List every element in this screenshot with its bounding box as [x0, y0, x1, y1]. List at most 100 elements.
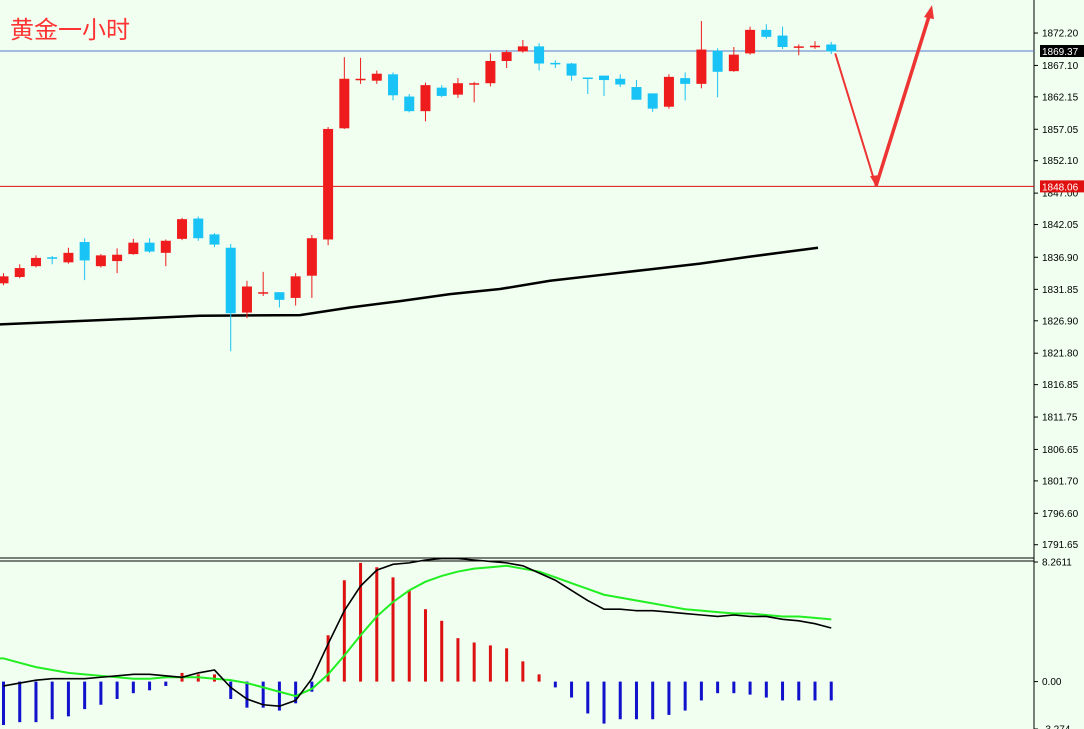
macd-histogram-bar — [131, 681, 135, 694]
price-tick-label: 1857.05 — [1042, 125, 1079, 136]
candle-body — [550, 62, 561, 65]
price-tick-label: 1842.05 — [1042, 220, 1079, 231]
macd-histogram-bar — [651, 681, 655, 720]
candle-body — [826, 44, 837, 52]
macd-histogram-bar — [586, 681, 590, 714]
candle-body — [14, 268, 25, 277]
price-tick-label: 1826.90 — [1042, 316, 1079, 327]
macd-histogram-bar — [407, 590, 411, 682]
current-price-tag — [1040, 45, 1084, 58]
candle-body — [566, 63, 577, 76]
price-tick-label: 1791.65 — [1042, 540, 1079, 551]
macd-histogram-bar — [764, 681, 768, 698]
chart-title: 黄金一小时 — [10, 16, 130, 44]
candle-body — [680, 78, 691, 84]
candle-body — [371, 73, 382, 81]
macd-histogram-bar — [667, 681, 671, 715]
macd-histogram-bar — [602, 681, 606, 724]
price-tick-label: 1836.90 — [1042, 253, 1079, 264]
candle-body — [225, 247, 236, 314]
price-tick-label: 1872.20 — [1042, 29, 1079, 40]
macd-histogram-bar — [440, 620, 444, 682]
macd-histogram-bar — [634, 681, 638, 720]
candle-body — [193, 218, 204, 239]
moving-average-line — [0, 246, 819, 326]
candle-body — [258, 292, 269, 294]
candle-body — [469, 83, 480, 85]
candle-body — [30, 257, 41, 267]
candle-body — [777, 35, 788, 48]
macd-histogram-bar — [748, 681, 752, 695]
candle-body — [793, 46, 804, 48]
candle-body — [323, 128, 334, 240]
candle-body — [728, 54, 739, 72]
candle-body — [160, 240, 171, 253]
macd-histogram-bar — [66, 681, 70, 717]
macd-histogram-bar — [50, 681, 54, 720]
macd-histogram-bar — [34, 681, 38, 723]
forecast-arrowhead — [924, 5, 934, 20]
macd-histogram-bar — [2, 681, 5, 726]
candle-body — [79, 242, 90, 261]
candle-body — [810, 45, 820, 48]
support-level-tag — [1040, 180, 1084, 193]
macd-histogram-bar — [732, 681, 736, 694]
candle-body — [712, 50, 723, 72]
support-level-label: 1848.06 — [1042, 182, 1079, 193]
candle-body — [647, 93, 658, 109]
macd-histogram-bar — [115, 681, 119, 699]
candle-body — [209, 234, 220, 245]
macd-histogram-bar — [310, 681, 314, 692]
macd-histogram-bar — [261, 681, 265, 708]
candle-body — [128, 242, 139, 255]
macd-histogram-bar — [99, 681, 103, 705]
macd-histogram-bar — [488, 645, 492, 682]
candle-body — [112, 254, 123, 262]
macd-histogram-bar — [813, 681, 817, 701]
macd-histogram-bar — [553, 681, 557, 688]
candle-body — [761, 29, 772, 37]
candle-body — [745, 29, 756, 54]
macd-histogram-bar — [716, 681, 720, 694]
price-tick-label: 1867.10 — [1042, 61, 1079, 72]
macd-histogram-bar — [391, 577, 395, 682]
candle-body — [274, 292, 285, 300]
macd-histogram-bar — [472, 642, 476, 682]
macd-histogram-bar — [83, 681, 87, 710]
candle-body — [452, 83, 463, 95]
macd-histogram-bar — [618, 681, 622, 720]
candle-body — [290, 276, 301, 298]
price-tick-label: 1801.70 — [1042, 476, 1079, 487]
candle-body — [241, 286, 252, 313]
candle-body — [177, 219, 188, 239]
candle-body — [144, 242, 155, 252]
macd-histogram-bar — [683, 681, 687, 711]
forecast-arrow-down — [834, 53, 877, 187]
macd-histogram-bar — [797, 681, 801, 701]
candle-body — [339, 78, 350, 129]
macd-histogram-bar — [375, 567, 379, 682]
macd-histogram-bar — [18, 681, 22, 723]
candle-body — [306, 238, 317, 276]
candle-body — [501, 52, 512, 61]
candle-body — [615, 78, 626, 85]
candle-body — [485, 60, 496, 84]
macd-histogram-bar — [294, 681, 298, 704]
macd-histogram-bar — [537, 674, 541, 682]
macd-histogram-bar — [456, 638, 460, 682]
macd-histogram-bar — [148, 681, 152, 691]
macd-line — [3, 557, 832, 708]
macd-histogram-bar — [423, 609, 427, 682]
candle-body — [404, 96, 415, 112]
candle-body — [95, 255, 106, 267]
candle-body — [599, 75, 610, 81]
price-tick-label: 1806.65 — [1042, 445, 1079, 456]
candle-body — [388, 74, 399, 96]
price-tick-label: 1811.75 — [1042, 413, 1078, 424]
osc-tick-label: -3.274 — [1042, 725, 1071, 729]
candle-body — [582, 77, 593, 79]
candle-body — [47, 257, 58, 259]
macd-histogram-bar — [277, 681, 281, 711]
forecast-arrowhead — [870, 175, 879, 187]
candle-body — [631, 87, 642, 100]
